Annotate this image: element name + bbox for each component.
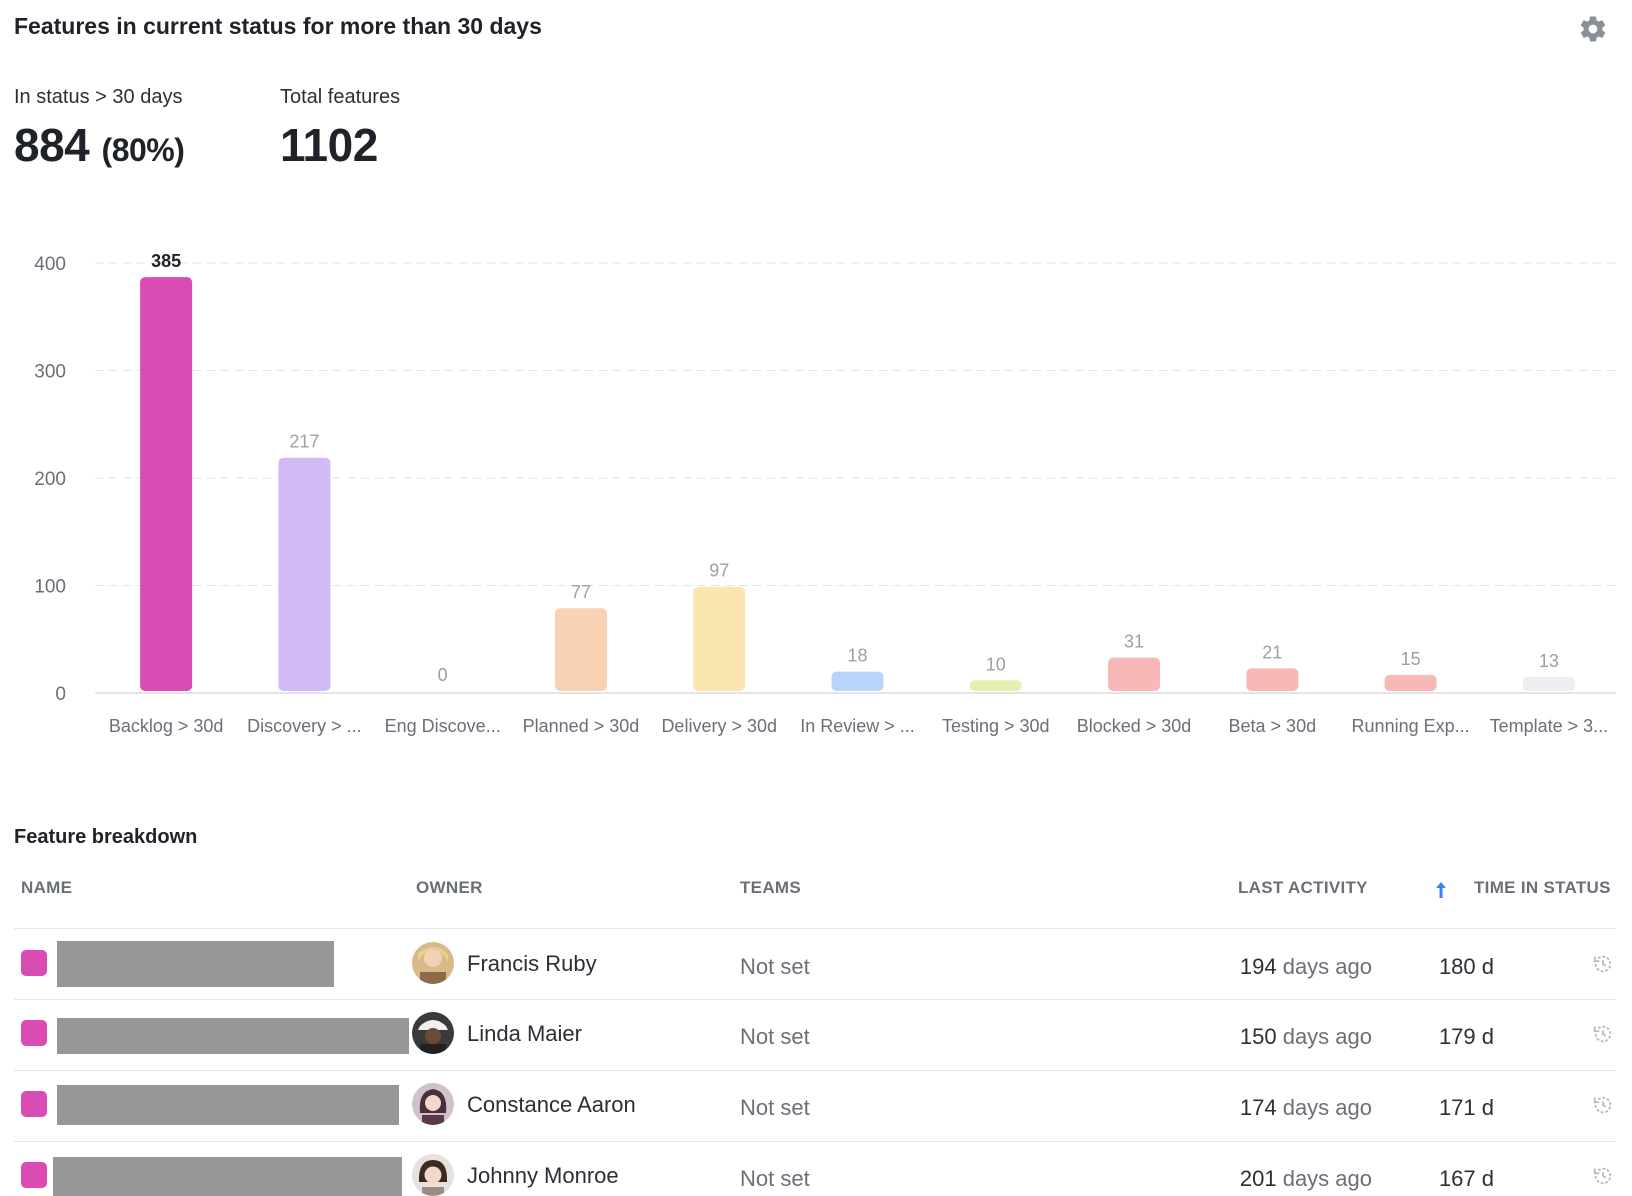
bar <box>140 277 193 691</box>
last-activity-unit: days ago <box>1282 1166 1372 1191</box>
status-color-swatch <box>21 1020 47 1046</box>
bar <box>1246 668 1299 691</box>
page-title: Features in current status for more than… <box>14 13 542 39</box>
teams-value: Not set <box>740 1024 810 1049</box>
data-label: 77 <box>571 582 591 602</box>
header-divider <box>14 928 1616 929</box>
x-tick-label: Eng Discove... <box>385 716 501 736</box>
status-color-swatch <box>21 1091 47 1117</box>
history-icon[interactable] <box>1592 1165 1614 1187</box>
column-header-time-in-status[interactable]: TIME IN STATUS <box>1474 878 1611 897</box>
redacted-feature-name[interactable] <box>57 1085 399 1125</box>
in-status-label: In status > 30 days <box>14 86 183 108</box>
x-tick-label: Running Exp... <box>1352 716 1470 736</box>
bar <box>278 457 331 691</box>
x-tick-label: Beta > 30d <box>1229 716 1317 736</box>
total-features-label: Total features <box>280 86 401 108</box>
redacted-feature-name[interactable] <box>53 1157 402 1196</box>
avatar <box>412 1012 454 1054</box>
avatar <box>412 1083 454 1125</box>
avatar <box>412 942 454 984</box>
teams-value: Not set <box>740 1095 810 1120</box>
y-tick-label: 0 <box>55 684 66 705</box>
arrow-up-icon[interactable] <box>1434 880 1448 900</box>
last-activity: 150 days ago <box>1240 1024 1372 1050</box>
owner-name[interactable]: Constance Aaron <box>467 1092 636 1117</box>
data-label: 13 <box>1539 651 1559 671</box>
owner-name[interactable]: Linda Maier <box>467 1021 582 1046</box>
bar <box>1108 657 1161 691</box>
x-tick-label: Delivery > 30d <box>661 716 777 736</box>
history-icon[interactable] <box>1592 1094 1614 1116</box>
bar <box>831 671 884 691</box>
x-tick-label: Testing > 30d <box>942 716 1050 736</box>
owner-name[interactable]: Francis Ruby <box>467 951 597 976</box>
column-header-last-activity[interactable]: LAST ACTIVITY <box>1238 878 1368 897</box>
column-header-name[interactable]: NAME <box>21 878 73 897</box>
avatar <box>412 1154 454 1196</box>
owner-name[interactable]: Johnny Monroe <box>467 1163 619 1188</box>
data-label: 97 <box>709 561 729 581</box>
teams-value: Not set <box>740 1166 810 1191</box>
data-label: 217 <box>289 432 319 452</box>
x-tick-label: Planned > 30d <box>523 716 640 736</box>
x-tick-label: Template > 3... <box>1490 716 1609 736</box>
row-divider <box>14 999 1616 1000</box>
data-label: 21 <box>1262 642 1282 662</box>
x-tick-label: Backlog > 30d <box>109 716 224 736</box>
x-tick-label: In Review > ... <box>800 716 915 736</box>
bar <box>693 586 746 691</box>
time-in-status: 167 d <box>1438 1166 1494 1191</box>
in-status-value: 884 (80%) <box>14 118 185 172</box>
bar <box>554 608 607 691</box>
y-tick-label: 100 <box>34 577 66 598</box>
last-activity-number: 150 <box>1239 1024 1277 1049</box>
redacted-feature-name[interactable] <box>57 941 334 987</box>
data-label: 0 <box>438 665 448 685</box>
last-activity: 194 days ago <box>1240 954 1372 980</box>
teams-value: Not set <box>740 954 810 979</box>
total-features-value: 1102 <box>280 119 378 171</box>
row-divider <box>14 1141 1616 1142</box>
status-color-swatch <box>21 1162 47 1188</box>
status-color-swatch <box>21 950 47 976</box>
bar <box>1384 674 1437 691</box>
last-activity-number: 201 <box>1239 1166 1277 1191</box>
in-status-percent: (80%) <box>101 132 185 168</box>
data-label: 10 <box>986 654 1006 674</box>
y-tick-label: 400 <box>34 254 66 275</box>
gear-icon[interactable] <box>1578 14 1608 44</box>
x-tick-label: Blocked > 30d <box>1077 716 1192 736</box>
history-icon[interactable] <box>1592 953 1614 975</box>
last-activity-unit: days ago <box>1282 1095 1372 1120</box>
last-activity-number: 194 <box>1239 954 1277 979</box>
x-tick-label: Discovery > ... <box>247 716 362 736</box>
row-divider <box>14 1070 1616 1071</box>
y-tick-label: 300 <box>34 362 66 383</box>
in-status-count: 884 <box>14 119 90 171</box>
history-icon[interactable] <box>1592 1023 1614 1045</box>
data-label: 385 <box>151 251 181 271</box>
breakdown-title: Feature breakdown <box>14 826 198 848</box>
last-activity-number: 174 <box>1239 1095 1277 1120</box>
y-tick-label: 200 <box>34 469 66 490</box>
data-label: 31 <box>1124 632 1144 652</box>
bar <box>1522 677 1575 691</box>
data-label: 18 <box>847 646 867 666</box>
time-in-status: 180 d <box>1438 954 1494 979</box>
column-header-teams[interactable]: TEAMS <box>740 878 801 897</box>
time-in-status: 171 d <box>1438 1095 1494 1120</box>
last-activity-unit: days ago <box>1282 954 1372 979</box>
last-activity: 174 days ago <box>1240 1095 1372 1121</box>
data-label: 15 <box>1401 649 1421 669</box>
last-activity: 201 days ago <box>1240 1166 1372 1192</box>
last-activity-unit: days ago <box>1282 1024 1372 1049</box>
bar <box>969 680 1022 691</box>
column-header-owner[interactable]: OWNER <box>416 878 483 897</box>
time-in-status: 179 d <box>1438 1024 1494 1049</box>
redacted-feature-name[interactable] <box>57 1018 409 1054</box>
